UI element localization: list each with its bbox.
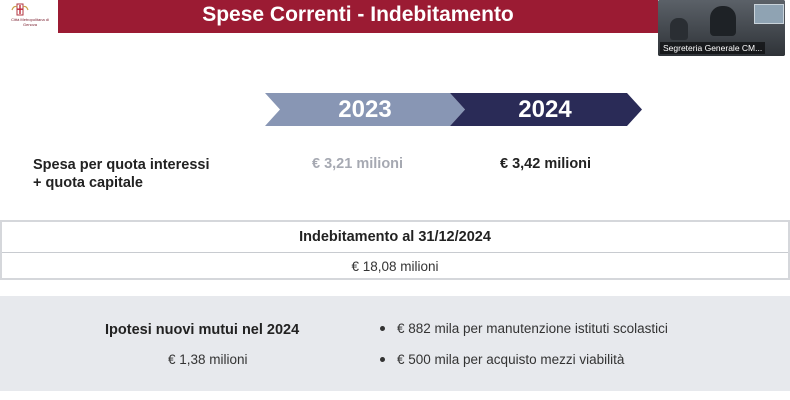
spesa-label: Spesa per quota interessi + quota capita…	[33, 156, 209, 192]
arrow-2024	[450, 93, 642, 126]
year-arrows	[265, 93, 642, 126]
crest-icon	[11, 3, 29, 16]
video-screen	[754, 4, 784, 24]
divider	[2, 252, 788, 253]
indebitamento-box: Indebitamento al 31/12/2024 € 18,08 mili…	[0, 220, 790, 280]
logo: Città Metropolitana di Genova	[0, 0, 58, 33]
mutui-value: € 1,38 milioni	[168, 352, 248, 367]
mutui-box	[0, 296, 790, 391]
mutui-bullet-1-text: € 882 mila per manutenzione istituti sco…	[397, 321, 668, 336]
spesa-label-line1: Spesa per quota interessi	[33, 157, 210, 173]
video-person-left	[670, 18, 688, 40]
spesa-label-line2: + quota capitale	[33, 175, 143, 191]
logo-text: Città Metropolitana di Genova	[11, 17, 49, 27]
mutui-bullet-2-text: € 500 mila per acquisto mezzi viabilità	[397, 352, 625, 367]
bullet-icon	[380, 356, 385, 362]
mutui-title: Ipotesi nuovi mutui nel 2024	[105, 322, 300, 338]
indebitamento-value: € 18,08 milioni	[351, 259, 439, 274]
spesa-value-2023: € 3,21 milioni	[312, 156, 404, 172]
video-caption: Segreteria Generale CM...	[660, 42, 766, 54]
arrow-2023	[265, 93, 465, 126]
video-person	[710, 6, 736, 36]
title-bar	[58, 0, 658, 33]
mutui-bullet-1: € 882 mila per manutenzione istituti sco…	[380, 321, 668, 336]
page-title: Spese Correnti - Indebitamento	[202, 3, 514, 26]
spesa-value-2024: € 3,42 milioni	[500, 156, 592, 172]
bullet-icon	[380, 325, 385, 331]
mutui-bullet-2: € 500 mila per acquisto mezzi viabilità	[380, 352, 624, 367]
indebitamento-title: Indebitamento al 31/12/2024	[299, 229, 491, 245]
year-2023-label: 2023	[338, 96, 392, 123]
video-overlay[interactable]: Segreteria Generale CM...	[658, 0, 785, 56]
year-2024-label: 2024	[518, 96, 572, 123]
